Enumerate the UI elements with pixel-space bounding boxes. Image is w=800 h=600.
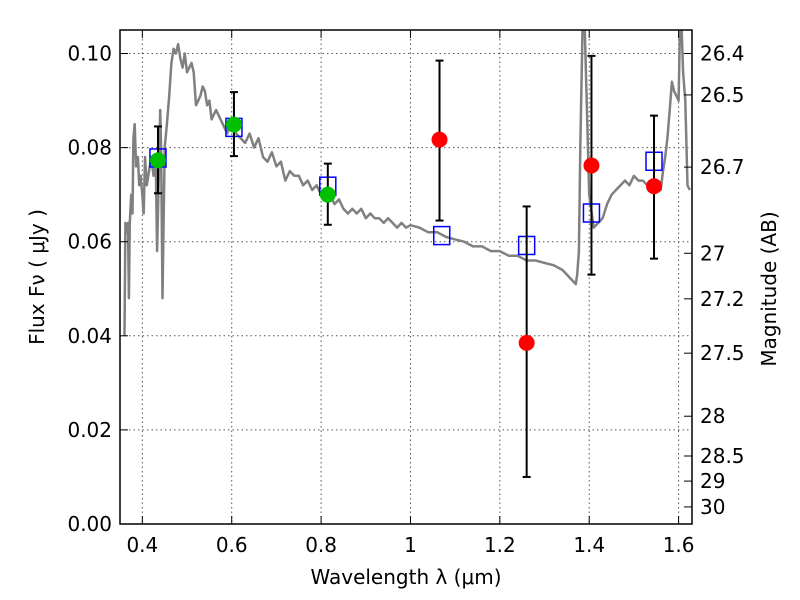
sed-model-line (123, 30, 691, 336)
right-tick-label: 28.5 (700, 444, 745, 468)
x-axis-title: Wavelength λ (μm) (310, 565, 501, 589)
x-tick-label: 1.4 (573, 533, 605, 557)
axis-ticks: 0.4 0.6 0.8 1 1.2 1.4 1.6 0.00 0.02 0.04 0.06 0.08 0… (67, 30, 745, 557)
series-line (123, 30, 691, 336)
right-tick-label: 27.5 (700, 341, 745, 365)
x-tick-label: 1 (404, 533, 417, 557)
model-photometry-square (433, 225, 451, 246)
series-filled-circle (431, 54, 663, 478)
y-tick-label: 0.04 (67, 324, 112, 348)
y-axis-title: Flux Fν ( μJy ) (25, 209, 49, 345)
y-tick-label: 0.06 (67, 230, 112, 254)
y-tick-label: 0.02 (67, 418, 112, 442)
x-tick-label: 0.6 (216, 533, 248, 557)
data-point (431, 131, 448, 148)
x-tick-label: 1.2 (484, 533, 516, 557)
right-tick-label: 26.4 (700, 42, 745, 66)
data-point (319, 186, 336, 203)
y-tick-label: 0.00 (67, 512, 112, 536)
right-tick-label: 28 (700, 404, 725, 428)
right-tick-label: 26.5 (700, 83, 745, 107)
right-tick-label: 27.2 (700, 287, 745, 311)
right-tick-label: 30 (700, 495, 725, 519)
data-point (583, 157, 600, 174)
series-open-square (149, 117, 663, 256)
right-tick-label: 29 (700, 469, 725, 493)
right-axis-title: Magnitude (AB) (757, 211, 781, 366)
data-point (225, 116, 242, 133)
right-tick-label: 27 (700, 241, 725, 265)
y-tick-label: 0.08 (67, 136, 112, 160)
series-filled-circle (149, 91, 336, 226)
plot-area (123, 30, 691, 478)
x-tick-label: 0.4 (126, 533, 158, 557)
data-point (646, 178, 663, 195)
x-tick-label: 0.8 (305, 533, 337, 557)
data-point (518, 334, 535, 351)
y-tick-label: 0.10 (67, 42, 112, 66)
data-point (149, 152, 166, 169)
right-tick-label: 26.7 (700, 155, 745, 179)
plot-frame (119, 29, 693, 525)
x-tick-label: 1.6 (663, 533, 695, 557)
